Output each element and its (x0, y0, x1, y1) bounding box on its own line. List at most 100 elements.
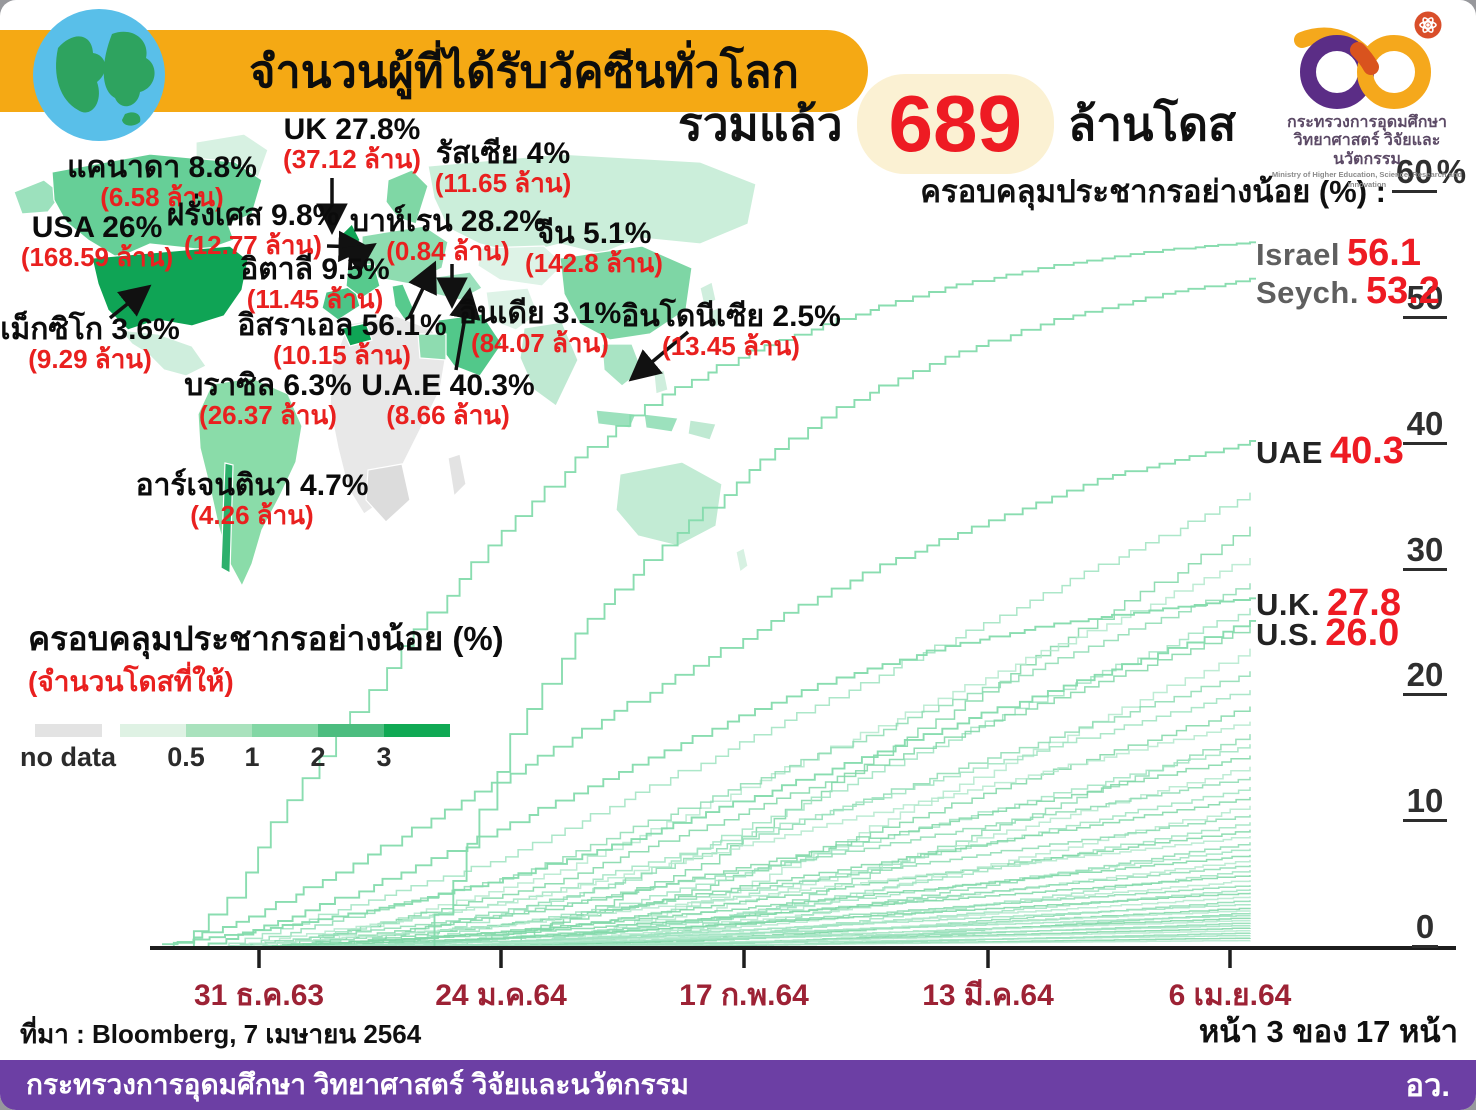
y-tick-number: 60 (1392, 153, 1437, 194)
x-axis-date-label: 24 ม.ค.64 (435, 979, 567, 1012)
y-axis-tick-label: 20 (1392, 656, 1458, 697)
total-prefix: รวมแล้ว (678, 97, 843, 150)
country-pct-text: จีน 5.1% (536, 217, 652, 250)
y-axis-tick-label: 10 (1392, 782, 1458, 823)
y-tick-number: 0 (1411, 908, 1439, 948)
country-pct-text: UK 27.8% (283, 113, 421, 146)
total-doses-row: รวมแล้ว 689 ล้านโดส (678, 74, 1236, 174)
legend-no-data-label: no data (19, 742, 117, 772)
legend-no-data-swatch (35, 724, 102, 737)
y-tick-suffix: % (1436, 153, 1467, 191)
footer-ministry: กระทรวงการอุดมศึกษา วิทยาศาสตร์ วิจัยและ… (26, 1069, 689, 1100)
y-axis-tick-label: 30 (1392, 530, 1458, 571)
series-label-israel: Israel 56.1 (1256, 234, 1421, 272)
globe-icon (33, 9, 165, 141)
country-doses-text: (142.8 ล้าน) (525, 247, 663, 278)
series-name: UAE (1256, 435, 1323, 470)
y-tick-number: 10 (1402, 782, 1448, 823)
series-name: U.S. (1256, 617, 1319, 652)
x-axis-date-label: 13 มี.ค.64 (922, 979, 1054, 1012)
map-country-label: U.A.E 40.3% (8.66 ล้าน) (361, 370, 534, 429)
legend-tick-label: 2 (310, 742, 326, 772)
country-pct-text: รัสเซีย 4% (435, 137, 571, 170)
yaxis-title: ครอบคลุมประชากรอย่างน้อย (%) : (920, 174, 1386, 209)
legend-subtitle: (จำนวนโดสที่ให้) (28, 666, 234, 697)
ministry-name-th-2: วิทยาศาสตร์ วิจัยและนวัตกรรม (1293, 132, 1441, 168)
atom-icon (1419, 17, 1437, 33)
country-pct-text: แคนาดา 8.8% (67, 151, 257, 184)
legend-swatch (318, 724, 384, 737)
legend-tick-label: 1 (244, 742, 260, 772)
legend-swatch (186, 724, 252, 737)
country-pct-text: อิตาลี 9.5% (240, 253, 390, 286)
y-axis-tick-label: 60% (1392, 153, 1466, 194)
country-doses-text: (26.37 ล้าน) (199, 399, 337, 430)
y-tick-number: 30 (1402, 530, 1448, 571)
page-number: หน้า 3 ของ 17 หน้า (1198, 1014, 1458, 1049)
footer-abbr: อว. (1405, 1068, 1450, 1103)
country-doses-text: (84.07 ล้าน) (471, 327, 609, 358)
ministry-logo-block: กระทรวงการอุดมศึกษา วิทยาศาสตร์ วิจัยและ… (1262, 10, 1472, 190)
y-axis-tick-label: 0 (1392, 908, 1458, 948)
map-country-label: แคนาดา 8.8% (6.58 ล้าน) (67, 152, 257, 211)
legend-swatch (120, 724, 186, 737)
map-country-label: ฝรั่งเศส 9.8% (12.77 ล้าน) (167, 200, 340, 259)
country-doses-text: (6.58 ล้าน) (100, 181, 224, 212)
y-axis-tick-label: 40 (1392, 404, 1458, 445)
series-name: U.K. (1256, 587, 1320, 622)
country-doses-text: (11.65 ล้าน) (434, 167, 572, 198)
map-country-label: UK 27.8% (37.12 ล้าน) (283, 114, 421, 173)
x-axis-date-label: 31 ธ.ค.63 (193, 979, 325, 1012)
legend-color-scale: no data 0.5 1 2 3 (20, 724, 475, 786)
legend-tick-label: 3 (376, 742, 392, 772)
ministry-name-en: Ministry of Higher Education, Science, R… (1271, 170, 1463, 190)
country-doses-text: (37.12 ล้าน) (283, 143, 421, 174)
total-value-badge: 689 (856, 74, 1055, 174)
map-country-label: อิสราเอล 56.1% (10.15 ล้าน) (237, 310, 446, 369)
country-doses-text: (13.45 ล้าน) (662, 330, 800, 361)
map-country-label: รัสเซีย 4% (11.65 ล้าน) (435, 138, 571, 197)
country-pct-text: U.A.E 40.3% (361, 369, 535, 402)
series-name: Israel (1256, 237, 1341, 272)
map-country-label: อาร์เจนตินา 4.7% (4.26 ล้าน) (136, 470, 369, 529)
ministry-name-th-1: กระทรวงการอุดมศึกษา (1287, 114, 1447, 131)
legend-swatch (252, 724, 318, 737)
country-pct-text: USA 26% (31, 211, 163, 244)
country-doses-text: (9.29 ล้าน) (28, 343, 152, 374)
map-country-label: USA 26% (168.59 ล้าน) (21, 212, 173, 271)
country-pct-text: อิสราเอล 56.1% (237, 309, 447, 342)
map-country-label: จีน 5.1% (142.8 ล้าน) (525, 218, 663, 277)
x-axis-date-label: 17 ก.พ.64 (679, 979, 809, 1012)
series-value: 40.3 (1329, 430, 1404, 472)
country-pct-text: ฝรั่งเศส 9.8% (166, 199, 340, 232)
y-tick-number: 20 (1402, 656, 1448, 697)
series-label-us: U.S. 26.0 (1256, 614, 1399, 652)
legend-tick-label: 0.5 (167, 742, 205, 772)
series-label-uk: U.K. 27.8 (1256, 584, 1401, 622)
legend-title: ครอบคลุมประชากรอย่างน้อย (%) (28, 620, 504, 657)
series-label-seych: Seych. 53.2 (1256, 272, 1440, 310)
map-country-label: อินเดีย 3.1% (84.07 ล้าน) (459, 298, 622, 357)
country-pct-text: บาห์เรน 28.2% (350, 205, 546, 238)
series-value: 56.1 (1347, 232, 1421, 274)
country-pct-text: อินเดีย 3.1% (458, 297, 622, 330)
map-country-label: บราซิล 6.3% (26.37 ล้าน) (184, 370, 351, 429)
series-value: 26.0 (1325, 612, 1400, 654)
map-country-label: อิตาลี 9.5% (11.45 ล้าน) (240, 254, 389, 313)
series-value: 27.8 (1327, 582, 1401, 624)
country-pct-text: อาร์เจนตินา 4.7% (135, 469, 369, 502)
series-value: 53.2 (1365, 270, 1440, 312)
y-axis-tick-label: 50 (1392, 279, 1458, 319)
source-note: ที่มา : Bloomberg, 7 เมษายน 2564 (20, 1019, 422, 1049)
ministry-logo-icon (1294, 11, 1442, 109)
total-suffix: ล้านโดส (1068, 97, 1237, 150)
country-pct-text: เม็กซิโก 3.6% (0, 313, 180, 346)
series-name: Seych. (1256, 275, 1359, 310)
series-label-uae: UAE 40.3 (1256, 432, 1404, 470)
legend-swatch (384, 724, 450, 737)
y-tick-number: 40 (1402, 404, 1448, 445)
map-country-label: เม็กซิโก 3.6% (9.29 ล้าน) (0, 314, 180, 373)
country-doses-text: (4.26 ล้าน) (190, 499, 314, 530)
map-country-label: อินโดนีเซีย 2.5% (13.45 ล้าน) (621, 301, 841, 360)
